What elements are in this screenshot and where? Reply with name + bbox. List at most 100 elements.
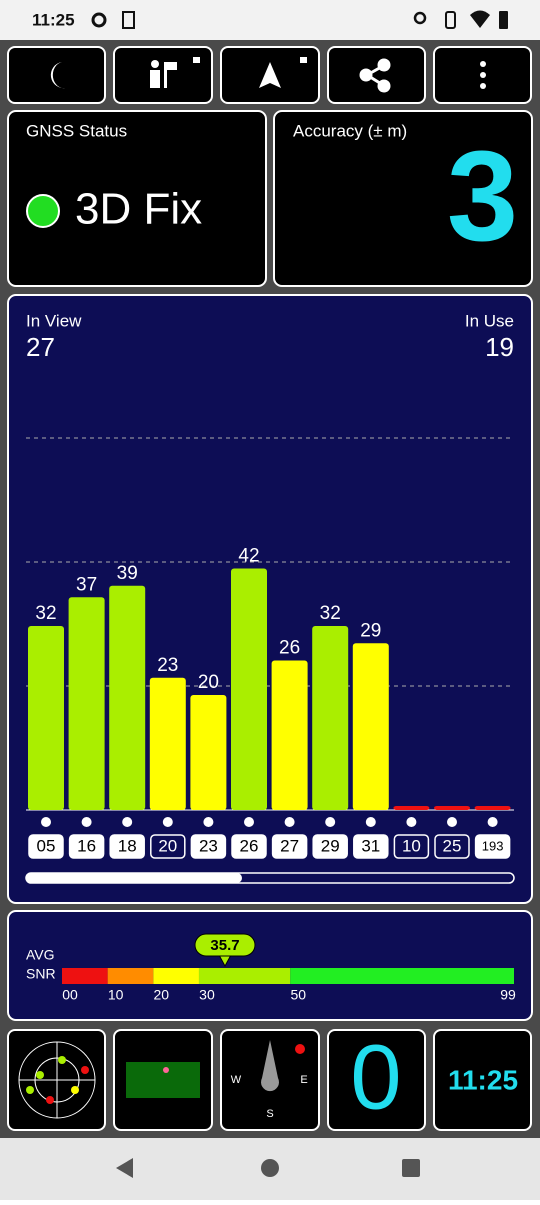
guide-lines xyxy=(26,437,514,687)
fix-indicator xyxy=(26,194,60,228)
satellite-id-box xyxy=(474,834,511,859)
snr-tick-label: 10 xyxy=(108,987,124,1003)
recents-button[interactable] xyxy=(402,1159,420,1177)
status-time: 11:25 xyxy=(32,10,75,29)
snr-bar xyxy=(28,626,64,810)
accuracy-panel xyxy=(273,110,533,287)
satellite-id: 20 xyxy=(158,836,177,855)
speed-value: 0 xyxy=(350,1026,401,1128)
satellite-id: 31 xyxy=(361,836,380,855)
satellite-id: 26 xyxy=(240,836,259,855)
snr-bar xyxy=(271,660,308,810)
status-bar xyxy=(0,0,540,40)
satellite-id: 10 xyxy=(402,836,421,855)
satellite-id: 27 xyxy=(280,836,299,855)
clock-tile[interactable] xyxy=(433,1029,532,1131)
snr-bar-label: 39 xyxy=(117,563,138,584)
satellite-id-box xyxy=(68,834,105,859)
snr-bar-label: 42 xyxy=(238,546,259,567)
gnss-title: GNSS Status xyxy=(26,121,127,140)
guide-button[interactable] xyxy=(113,46,213,104)
satellite-dot xyxy=(81,817,92,827)
accuracy-title: Accuracy (± m) xyxy=(293,121,407,140)
menu-icon xyxy=(480,61,486,89)
wifi-icon xyxy=(470,10,490,28)
in-use-value: 19 xyxy=(485,332,514,362)
satellite-id: 05 xyxy=(37,836,56,855)
avg-value: 35.7 xyxy=(210,937,239,954)
avg-label: AVG xyxy=(26,947,55,963)
satellite-id: 29 xyxy=(321,836,340,855)
share-icon xyxy=(359,58,391,93)
fix-status: 3D Fix xyxy=(75,185,202,234)
satellite-id: 18 xyxy=(118,836,137,855)
satellite-id-box xyxy=(312,834,348,859)
satellite-id: 193 xyxy=(482,838,504,853)
compass xyxy=(261,1040,305,1092)
snr-scale-segment xyxy=(62,968,108,984)
satellite-dot xyxy=(41,817,51,827)
satellite-id-box xyxy=(109,834,145,859)
snr-bar xyxy=(312,626,349,810)
snr-bar-label: 32 xyxy=(320,603,341,624)
in-view-label: In View xyxy=(26,311,82,330)
sim-icon xyxy=(122,11,135,29)
satellite-dot xyxy=(325,817,336,827)
snr-bar xyxy=(109,585,146,810)
satellite-dot xyxy=(365,817,376,827)
snr-bar xyxy=(149,677,186,810)
snr-bar xyxy=(434,806,470,810)
in-view-value: 27 xyxy=(26,332,55,362)
satellite-dot xyxy=(284,817,295,827)
share-button[interactable] xyxy=(327,46,426,104)
scrollbar-thumb[interactable] xyxy=(26,873,242,883)
snr-bar xyxy=(190,695,227,810)
compass-east: E xyxy=(300,1074,307,1086)
satellite-dot xyxy=(447,817,457,827)
satellite-dot xyxy=(162,817,173,827)
back-button[interactable] xyxy=(116,1158,133,1178)
satellite-id: 23 xyxy=(199,836,218,855)
snr-label: SNR xyxy=(26,966,56,982)
satellite-id-box xyxy=(393,834,430,859)
satellite-dot xyxy=(122,817,133,827)
snr-tick-label: 50 xyxy=(290,987,306,1003)
clock-value: 11:25 xyxy=(448,1064,518,1095)
night-mode-button[interactable] xyxy=(7,46,106,104)
snr-scale-segment xyxy=(153,968,199,984)
satellite-dot xyxy=(406,817,417,827)
guide-icon xyxy=(150,57,200,88)
satellite-id: 16 xyxy=(77,836,96,855)
satellite-id-box xyxy=(150,834,186,859)
vibrate-icon xyxy=(445,11,456,29)
satellite-id: 25 xyxy=(443,836,462,855)
bottom-tiles xyxy=(7,1029,532,1131)
satellite-id-box xyxy=(271,834,308,859)
location-icon xyxy=(413,11,427,25)
satellite-id-box xyxy=(434,834,470,859)
satellite-id-box xyxy=(231,834,267,859)
map-icon xyxy=(126,1062,200,1098)
settings-icon xyxy=(91,12,107,28)
snr-scale-segment xyxy=(290,968,514,984)
battery-icon xyxy=(499,11,508,29)
satellite-dot xyxy=(203,817,214,827)
speed-tile[interactable] xyxy=(327,1029,426,1131)
snr-bar xyxy=(393,806,430,810)
snr-scale-segment xyxy=(198,968,291,984)
snr-tick-label: 20 xyxy=(154,987,170,1003)
navigate-icon xyxy=(259,62,281,88)
snr-bar-label: 32 xyxy=(35,603,56,624)
snr-scale-segment xyxy=(107,968,154,984)
snr-bar xyxy=(474,806,511,810)
compass-south: S xyxy=(266,1108,273,1120)
snr-bar-label: 29 xyxy=(360,620,381,641)
sky-icon xyxy=(18,1041,96,1119)
snr-bar xyxy=(352,643,389,810)
home-button[interactable] xyxy=(261,1159,279,1177)
snr-bar-label: 23 xyxy=(157,655,178,676)
snr-panel xyxy=(7,910,533,1021)
gnss-panel xyxy=(7,110,267,287)
